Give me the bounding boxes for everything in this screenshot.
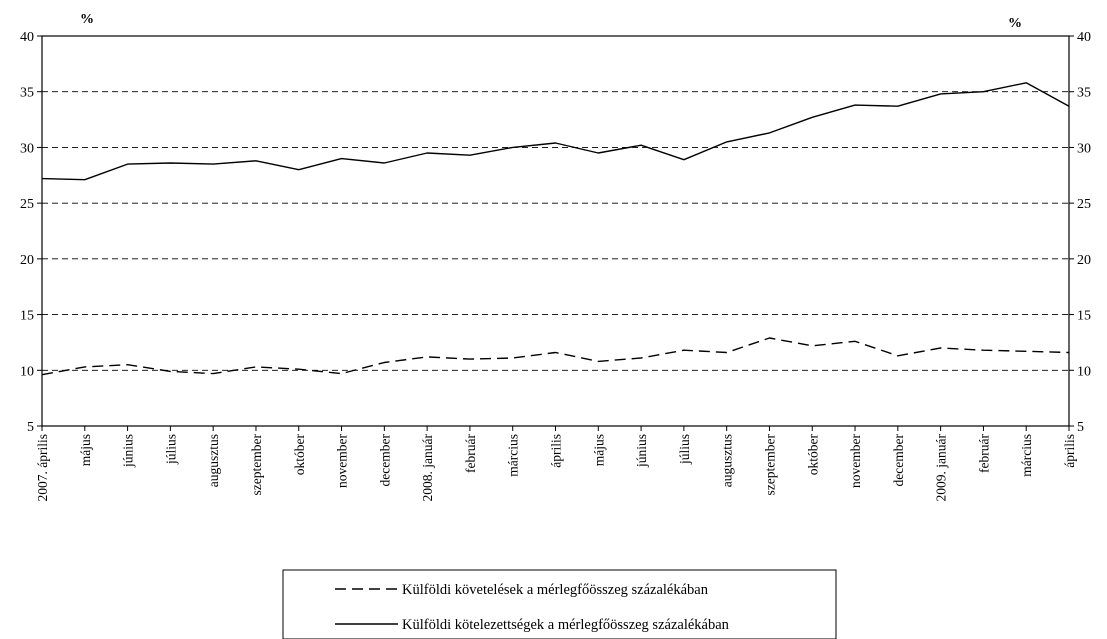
x-tick-label: március [1019, 434, 1034, 477]
series-line-kovetelesek [41, 337, 1070, 376]
y-tick-label-left: 15 [20, 309, 34, 324]
x-tick-label: február [976, 434, 991, 473]
left-unit-label: % [80, 12, 94, 27]
x-tick-label: december [891, 434, 906, 487]
x-tick-label: augusztus [206, 434, 221, 487]
x-tick-label: 2008. január [420, 433, 435, 501]
y-tick-label-right: 20 [1077, 253, 1091, 268]
y-tick-label-left: 10 [20, 364, 34, 379]
x-tick-label: április [549, 434, 564, 468]
plot-area-frame [41, 35, 1070, 427]
y-tick-label-left: 25 [20, 197, 34, 212]
y-tick-label-left: 30 [20, 141, 34, 156]
legend-box [282, 569, 837, 639]
x-tick-label: december [377, 434, 392, 487]
y-tick-label-right: 10 [1077, 364, 1091, 379]
x-tick-label: 2007. április [35, 434, 50, 502]
y-tick-label-right: 30 [1077, 141, 1091, 156]
x-tick-label: szeptember [762, 433, 777, 495]
x-tick-label: július [677, 434, 692, 465]
y-tick-label-right: 5 [1077, 420, 1084, 435]
series-lines [41, 82, 1070, 376]
y-axis-left: 5 10 15 20 25 30 35 40 [20, 30, 42, 435]
x-tick-label: március [506, 434, 521, 477]
x-tick-label: november [335, 433, 350, 487]
x-tick-label: július [163, 434, 178, 465]
x-tick-label: május [591, 434, 606, 466]
x-tick-label: május [78, 434, 93, 466]
x-tick-label: 2009. január [934, 433, 949, 501]
y-tick-label-right: 40 [1077, 30, 1091, 45]
gridlines [42, 91, 1069, 371]
y-tick-label-right: 25 [1077, 197, 1091, 212]
legend-label-series-2: Külföldi kötelezettségek a mérlegfőössze… [402, 617, 730, 633]
legend-label-series-1: Külföldi követelések a mérlegfőösszeg sz… [402, 582, 709, 598]
y-tick-label-left: 40 [20, 30, 34, 45]
y-tick-label-left: 20 [20, 253, 34, 268]
x-tick-label: november [848, 433, 863, 487]
x-tick-label: február [463, 434, 478, 473]
y-tick-label-left: 35 [20, 86, 34, 101]
x-tick-label: április [1062, 434, 1077, 468]
y-tick-label-right: 15 [1077, 309, 1091, 324]
x-tick-label: október [292, 434, 307, 476]
right-unit-label: % [1008, 16, 1022, 31]
y-tick-label-left: 5 [27, 420, 34, 435]
y-axis-right: 5 10 15 20 25 30 35 40 [1069, 30, 1091, 435]
series-line-kotelezettsegek [41, 82, 1070, 181]
x-tick-label: szeptember [249, 433, 264, 495]
x-axis: 2007. április május június július augusztus s… [35, 426, 1077, 502]
x-tick-label: június [121, 434, 136, 468]
x-tick-label: október [805, 434, 820, 476]
x-tick-label: augusztus [720, 434, 735, 487]
x-tick-label: június [634, 434, 649, 468]
y-tick-label-right: 35 [1077, 86, 1091, 101]
legend: Külföldi követelések a mérlegfőösszeg sz… [282, 569, 837, 639]
